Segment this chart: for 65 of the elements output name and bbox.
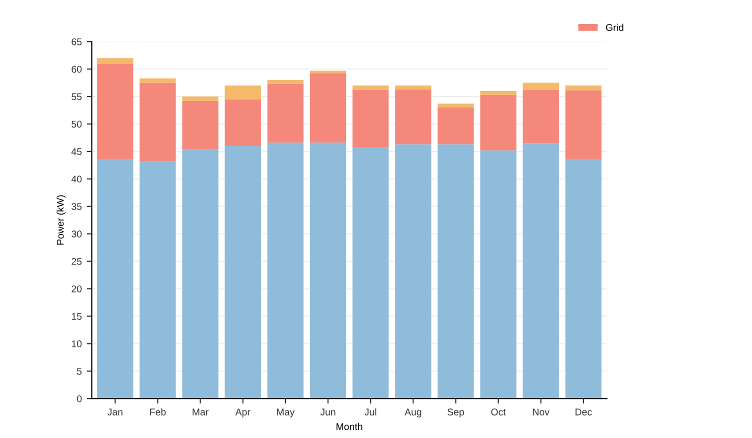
bar — [480, 91, 516, 95]
y-tick-label: 50 — [72, 120, 82, 128]
x-tick-label: May — [277, 408, 295, 418]
bar — [97, 64, 134, 160]
bar — [395, 86, 432, 90]
bar — [310, 142, 346, 399]
bar — [140, 78, 176, 83]
y-tick-label: 55 — [72, 93, 82, 100]
bar — [352, 147, 389, 399]
bar — [267, 142, 304, 399]
bar — [438, 104, 474, 108]
x-tick-label: Jun — [320, 408, 336, 416]
y-tick-label: 60 — [72, 66, 82, 73]
bar — [395, 89, 432, 144]
bar — [182, 100, 218, 150]
x-axis-title: Month — [336, 422, 362, 430]
bar — [224, 99, 261, 146]
bar — [522, 90, 559, 144]
bar — [310, 70, 346, 74]
y-tick-label: 45 — [71, 148, 82, 156]
bar — [97, 58, 134, 64]
bar — [565, 160, 602, 399]
y-tick-label: 0 — [76, 395, 82, 402]
y-tick-label: 5 — [77, 368, 82, 375]
y-axis-title: Power (kW) — [56, 195, 66, 245]
bar — [480, 94, 516, 150]
bar — [310, 73, 346, 143]
y-tick-label: 40 — [71, 176, 82, 183]
bar — [438, 108, 474, 144]
x-tick-label: Jul — [364, 408, 376, 416]
bar — [480, 150, 516, 399]
y-tick-label: 65 — [72, 38, 82, 46]
y-tick-label: 30 — [72, 230, 82, 238]
bar — [565, 86, 602, 90]
x-tick-label: Jan — [107, 408, 122, 416]
x-tick-label: Oct — [491, 408, 506, 416]
x-tick-label: Apr — [235, 408, 250, 418]
x-tick-label: Mar — [192, 408, 209, 416]
bar — [224, 146, 261, 399]
y-tick-label: 35 — [72, 203, 82, 210]
bar — [97, 160, 134, 399]
x-tick-label: Aug — [404, 408, 422, 418]
bar — [565, 90, 602, 160]
legend-label: Grid — [606, 24, 624, 31]
bar — [140, 161, 176, 399]
bar — [352, 86, 389, 90]
bar — [182, 150, 218, 399]
y-tick-label: 15 — [72, 313, 82, 320]
bar — [522, 143, 559, 399]
bar — [395, 144, 432, 399]
bar — [522, 82, 559, 90]
y-tick-label: 20 — [72, 285, 82, 292]
x-tick-label: Dec — [576, 408, 592, 416]
bar — [438, 144, 474, 399]
bar — [352, 90, 389, 148]
bar — [267, 80, 304, 84]
bar — [224, 86, 261, 100]
x-tick-label: Nov — [533, 408, 550, 416]
y-tick-label: 10 — [72, 340, 82, 348]
bar — [267, 84, 304, 143]
bar — [182, 96, 218, 101]
bar — [140, 82, 176, 162]
x-tick-label: Feb — [150, 408, 166, 416]
x-tick-label: Sep — [448, 408, 464, 418]
y-tick-label: 25 — [72, 258, 82, 265]
